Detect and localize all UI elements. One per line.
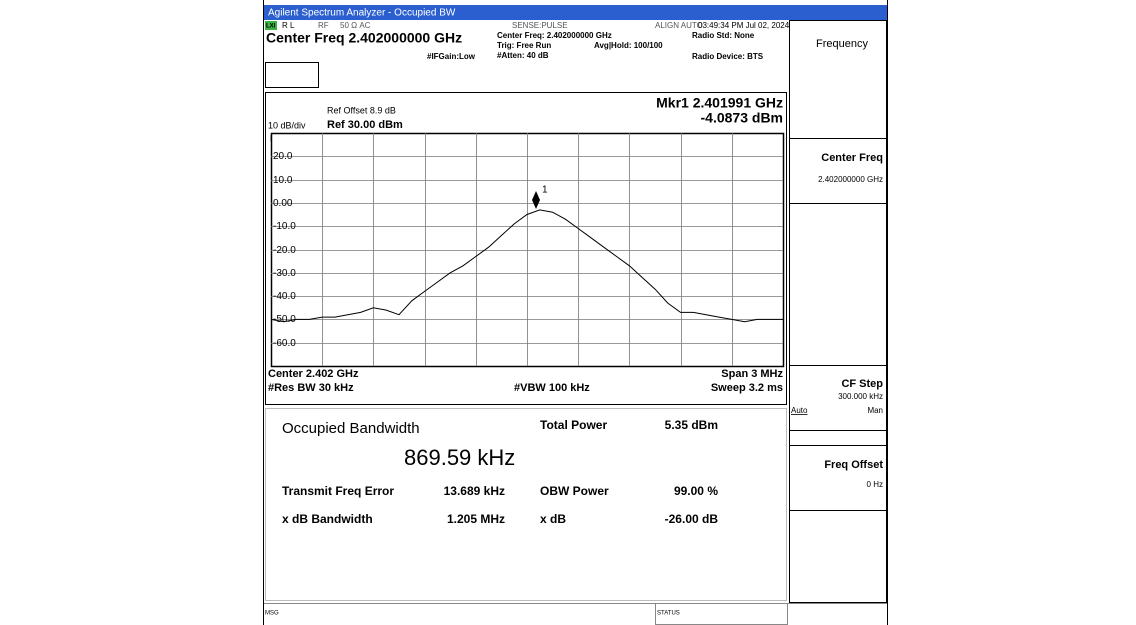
y-tick-label: -40.0 [273,291,296,302]
xdb-label: x dB [540,512,566,526]
lxi-icon [265,21,277,30]
obw-power-value: 99.00 % [674,484,718,498]
softkey-label[interactable]: CF Step [841,378,883,390]
center-freq: Center Freq 2.402000000 GHz [266,30,462,46]
time: 03:49:34 PM Jul 02, 2024 [698,21,790,30]
results-panel [265,408,787,601]
total-power-label: Total Power [540,418,607,432]
marker-amplitude: -4.0873 dBm [701,110,783,126]
y-tick-label: -10.0 [273,221,296,232]
softkey-value: 0 Hz [867,480,883,489]
obw-power-label: OBW Power [540,484,609,498]
y-tick-label: 0.00 [273,198,293,209]
vbw: #VBW 100 kHz [514,382,590,394]
graph-panel [265,92,787,405]
res-bw: #Res BW 30 kHz [268,382,354,394]
impedance: 50 Ω AC [340,21,371,30]
xdb-bw-value: 1.205 MHz [447,512,505,526]
scale-per-div: 10 dB/div [268,120,306,130]
softkey-option[interactable]: Man [867,406,883,415]
sense: SENSE:PULSE [512,21,568,30]
center: Center 2.402 GHz [268,368,359,380]
avg-hold: Avg|Hold: 100/100 [594,41,663,50]
xdb-bw-label: x dB Bandwidth [282,512,373,526]
y-tick-label: 20.0 [273,151,293,162]
y-tick-label: 10.0 [273,175,293,186]
tx-freq-error-value: 13.689 kHz [444,484,505,498]
softkey-option[interactable]: Auto [791,406,808,415]
marker-label: 1 [542,185,548,196]
marker-freq: Mkr1 2.401991 GHz [656,95,783,111]
ref-offset: Ref Offset 8.9 dB [327,105,396,115]
radio-std: Radio Std: None [692,31,755,40]
title-bar [264,5,887,20]
total-power-value: 5.35 dBm [665,418,718,432]
trace [270,209,783,323]
trig: Trig: Free Run [497,41,551,50]
y-tick-label: -60.0 [273,338,296,349]
rl: R L [282,21,295,30]
marker [532,191,540,209]
if-gain: #IFGain:Low [427,52,476,61]
tx-freq-error-label: Transmit Freq Error [282,484,394,498]
y-tick-label: -20.0 [273,245,296,256]
softkey-menu: Frequency [816,38,868,50]
rf: RF [318,21,329,30]
xdb-value: -26.00 dB [665,512,719,526]
input-box [265,62,319,88]
status: STATUS [657,611,680,617]
sweep: Sweep 3.2 ms [711,382,783,394]
softkey-value: 2.402000000 GHz [818,175,883,184]
center-freq-small: Center Freq: 2.402000000 GHz [497,31,612,40]
y-tick-label: -30.0 [273,268,296,279]
softkey-label[interactable]: Center Freq [821,152,883,164]
plot: 20.0 10.0 0.00 -10.0 -20.0 -30.0 -40.0 -50.0 -60… [270,132,785,368]
softkey-value: 300.000 kHz [838,392,883,401]
softkey-panel [789,20,887,603]
obw-label: Occupied Bandwidth [282,420,420,437]
radio-device: Radio Device: BTS [692,52,764,61]
softkey-label[interactable]: Freq Offset [824,459,883,471]
obw-value: 869.59 kHz [404,445,515,470]
msg: MSG [265,611,279,617]
atten: #Atten: 40 dB [497,51,549,60]
lxi: LXI [266,24,276,30]
window-title: Agilent Spectrum Analyzer - Occupied BW [268,8,456,19]
y-tick-label: -50.0 [273,314,296,325]
ref-level: Ref 30.00 dBm [327,119,403,131]
span: Span 3 MHz [721,368,783,380]
align: ALIGN AUTO [655,21,703,30]
